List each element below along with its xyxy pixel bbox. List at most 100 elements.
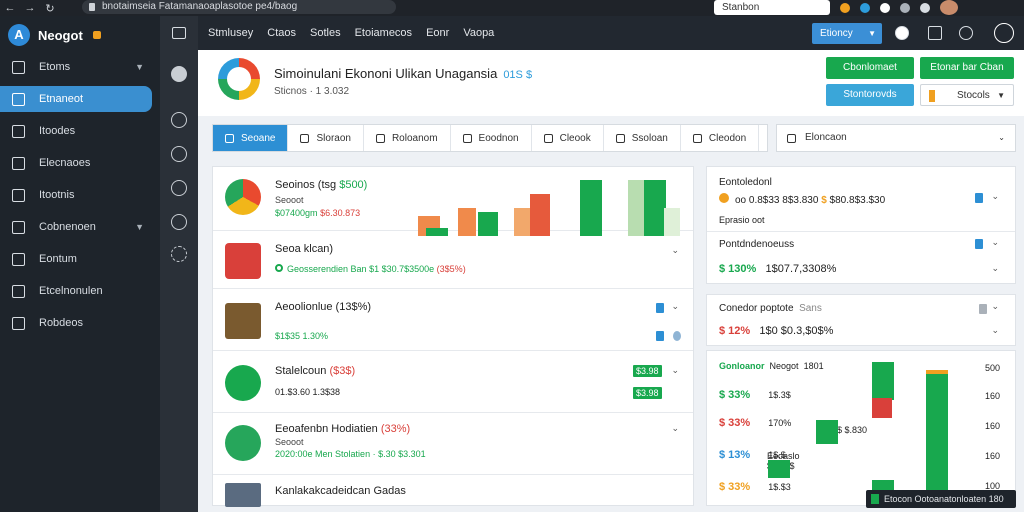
reload-icon[interactable]: ↻	[45, 2, 55, 15]
top-nav-link[interactable]: Stmlusey	[208, 27, 254, 39]
list-item[interactable]: Seoinos (tsg $500) Seooot $07400gm $6.30…	[213, 167, 693, 231]
chevron-down-icon: ⌄	[998, 133, 1005, 142]
profile-icon[interactable]	[994, 23, 1014, 43]
brand-name: Neogot	[38, 27, 83, 43]
chart-annotation: Eeoaslo	[767, 451, 800, 461]
brand-logo[interactable]: A Neogot	[8, 24, 101, 46]
chart-row-value: 1$.$3	[768, 482, 791, 492]
chevron-down-icon[interactable]: ⌄	[671, 423, 679, 433]
home-icon[interactable]	[656, 303, 664, 313]
back-icon[interactable]: ←	[4, 2, 16, 14]
users-icon	[12, 220, 25, 234]
bell-icon[interactable]	[900, 2, 910, 13]
chevron-down-icon[interactable]: ⌄	[671, 245, 679, 255]
sidebar-item[interactable]: Etoms ▼	[0, 54, 152, 80]
sync-icon[interactable]	[860, 2, 870, 13]
sidebar-item-label: Itoodes	[39, 125, 76, 137]
shield-icon[interactable]	[880, 2, 890, 13]
sidebar-item[interactable]: Etcelnonulen	[0, 278, 152, 304]
chevron-down-icon[interactable]: ⌄	[991, 301, 999, 311]
sidebar-item[interactable]: Itoodes	[0, 118, 152, 144]
extension-icon[interactable]	[840, 2, 850, 13]
avatar[interactable]	[940, 0, 958, 15]
forward-icon[interactable]: →	[24, 2, 36, 14]
chart-bar	[816, 420, 838, 444]
home-icon[interactable]	[656, 331, 664, 341]
secondary-action-button[interactable]: Etonar bar Cban	[920, 57, 1014, 79]
pie-icon[interactable]	[171, 66, 187, 82]
sidebar-item[interactable]: Eontum	[0, 246, 152, 272]
list-item[interactable]: Stalelcoun ($3$) 01.$3.60 1.3$38 $3.98 $…	[213, 351, 693, 413]
sidebar-item[interactable]: Cobnenoen ▼	[0, 214, 152, 240]
chevron-down-icon[interactable]: ⌄	[991, 191, 999, 201]
chart-row: $ 33% 170%	[719, 417, 791, 429]
bank-icon	[225, 483, 261, 507]
copy-icon[interactable]	[979, 304, 987, 314]
tab-icon	[225, 133, 234, 143]
chart-bar	[580, 180, 602, 236]
clock-icon[interactable]	[171, 180, 187, 196]
home-icon[interactable]	[975, 239, 983, 249]
tab-item[interactable]: Sloraon	[288, 125, 364, 151]
list-item-sub: Seooot	[275, 195, 304, 205]
list-item[interactable]: Kanlakakcadeidcan Gadas	[213, 475, 693, 507]
sidebar-item[interactable]: Elecnaoes	[0, 150, 152, 176]
finance-icon[interactable]	[171, 146, 187, 162]
notification-icon[interactable]	[928, 26, 942, 40]
primary-action-button[interactable]: Cbonlomaet	[826, 57, 914, 79]
browser-search[interactable]: Stanbon	[714, 0, 830, 15]
chart-bar	[458, 208, 476, 236]
top-nav-link[interactable]: Etoiamecos	[354, 27, 413, 39]
settings-icon[interactable]	[920, 2, 930, 13]
chevron-down-icon[interactable]: ⌄	[991, 237, 999, 247]
chevron-down-icon[interactable]: ⌄	[991, 263, 999, 273]
sidebar-item[interactable]: Itootnis	[0, 182, 152, 208]
tab-item[interactable]: Ssoloan	[604, 125, 681, 151]
menu-icon[interactable]	[172, 27, 186, 39]
help-icon[interactable]	[171, 214, 187, 230]
status-toast[interactable]: Etocon Ootoanatonloaten 180	[866, 490, 1016, 508]
record-icon[interactable]	[895, 26, 909, 40]
sidebar-item[interactable]: Etnaneot	[0, 86, 152, 112]
filter-select[interactable]: Stocols ▼	[920, 84, 1014, 106]
top-nav-link[interactable]: Eonr	[426, 27, 450, 39]
tab-item[interactable]: Seoane	[213, 125, 289, 151]
nav-dropdown[interactable]: Etioncy ▼	[812, 23, 882, 44]
tab-item[interactable]: Cleodon	[681, 125, 760, 151]
tab-icon	[300, 133, 310, 143]
chart-panel-title-c: 1801	[803, 361, 824, 371]
list-item-title-highlight: ($3$)	[329, 365, 356, 377]
tab-dropdown[interactable]: Eloncaon ⌄	[776, 124, 1016, 152]
list-item-value-text: Geosserendien Ban	[287, 264, 367, 274]
lock-icon[interactable]	[959, 26, 973, 40]
tab-item[interactable]: Cleook	[532, 125, 604, 151]
top-nav-link[interactable]: Vaopa	[463, 27, 495, 39]
chevron-down-icon[interactable]: ⌄	[991, 325, 999, 335]
chevron-down-icon[interactable]: ⌄	[671, 365, 679, 375]
sidebar-item[interactable]: Robdeos	[0, 310, 152, 336]
shield-icon[interactable]	[975, 193, 983, 203]
compass-icon[interactable]	[171, 112, 187, 128]
list-item[interactable]: Aeoolionlue (13$%) $1$35 1.30% ⌄	[213, 289, 693, 351]
top-nav-link[interactable]: Sotles	[310, 27, 341, 39]
tab-item[interactable]: Roloanom	[364, 125, 451, 151]
chart-row-value: 1$.$	[768, 450, 786, 460]
top-nav-link[interactable]: Ctaos	[267, 27, 296, 39]
chart-row-pct: $ 33%	[719, 417, 751, 429]
tab-label: Sloraon	[316, 132, 351, 144]
status-dot-icon	[275, 264, 283, 272]
list-item-title-text: Stalelcoun	[275, 365, 330, 377]
address-bar[interactable]: bnotaimseia Fatamanaoaplasotoe pe4/baog	[82, 0, 396, 14]
company-logo-icon	[218, 58, 260, 100]
chart-row-value: 170%	[768, 418, 792, 428]
sidebar-item-label: Cobnenoen	[39, 221, 96, 233]
list-item[interactable]: Eeoafenbn Hodiatien (33%) Seooot 2020:00…	[213, 413, 693, 475]
tab-item[interactable]: Eoodnon	[451, 125, 532, 151]
gear-icon[interactable]	[171, 246, 187, 262]
chart-row-pct: $ 13%	[719, 449, 751, 461]
chevron-down-icon: ▼	[135, 222, 144, 232]
sidebar-item-label: Etoms	[39, 61, 71, 73]
chevron-down-icon[interactable]: ⌄	[671, 301, 679, 311]
list-item[interactable]: Seoa klcan) Geosserendien Ban $1 $30.7$3…	[213, 231, 693, 289]
tertiary-action-button[interactable]: Stontorovds	[826, 84, 914, 106]
